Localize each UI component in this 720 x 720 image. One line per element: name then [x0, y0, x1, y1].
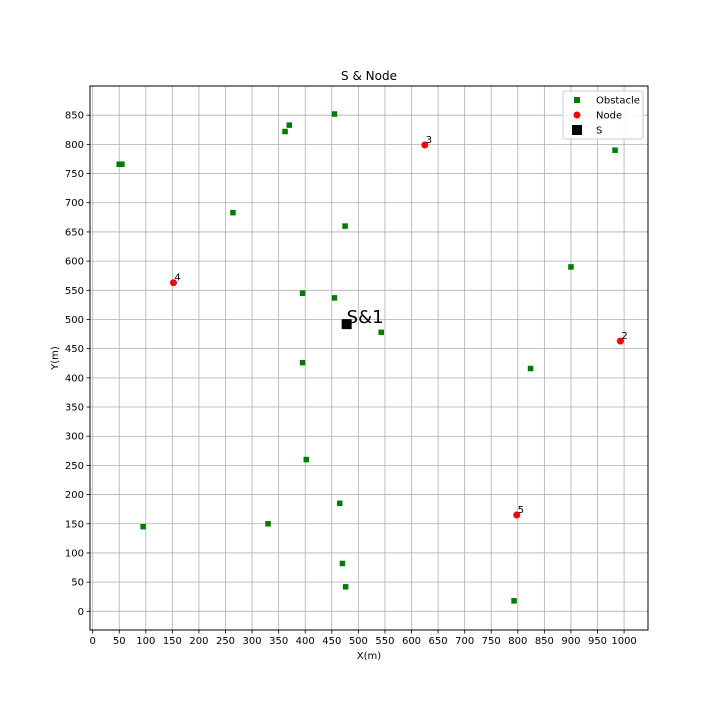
y-tick-label: 50 — [71, 578, 84, 589]
y-tick-label: 750 — [65, 169, 84, 180]
plot-frame — [89, 85, 649, 631]
grid — [90, 86, 648, 630]
node-point-label: 2 — [621, 331, 627, 342]
legend-box — [562, 90, 644, 140]
legend-marker — [573, 111, 581, 119]
obstacle-point — [331, 111, 338, 117]
data-points: 3 4 2 5 S&1 — [116, 111, 628, 604]
obstacle-point — [119, 161, 125, 167]
node-point — [169, 279, 177, 287]
y-tick-label: 600 — [65, 257, 84, 268]
x-tick-label: 800 — [508, 636, 527, 647]
legend-entry: Node — [596, 111, 622, 122]
y-tick-label: 550 — [65, 286, 84, 297]
node-point-label: 5 — [518, 505, 524, 516]
obstacle-point — [265, 521, 271, 527]
x-tick-label: 0 — [89, 636, 95, 647]
x-tick-label: 150 — [163, 636, 182, 647]
legend: Obstacle Node S — [562, 90, 644, 140]
obstacle-point — [511, 598, 517, 604]
node-point-label: 3 — [426, 135, 432, 146]
obstacle-point — [612, 147, 618, 153]
s-point-label: S&1 — [347, 307, 384, 328]
y-tick-label: 150 — [65, 519, 84, 530]
y-tick-label: 350 — [65, 403, 84, 414]
obstacle-point — [527, 365, 534, 372]
x-tick-label: 400 — [296, 636, 315, 647]
obstacle-point — [140, 523, 146, 530]
obstacle-point — [286, 122, 293, 128]
x-tick-label: 50 — [113, 636, 126, 647]
x-tick-label: 600 — [402, 636, 421, 647]
y-tick-label: 300 — [65, 432, 84, 443]
obstacle-point — [299, 290, 306, 296]
obstacle-point — [339, 560, 346, 567]
node-point-label: 4 — [174, 273, 180, 284]
node-point — [616, 337, 624, 345]
obstacle-point — [337, 500, 343, 507]
x-tick-label: 450 — [322, 636, 341, 647]
y-tick-label: 400 — [65, 373, 84, 384]
x-tick-label: 650 — [429, 636, 448, 647]
x-tick-label: 1000 — [611, 636, 636, 647]
s-point — [341, 319, 352, 330]
chart-title: S & Node — [341, 69, 397, 83]
y-tick-label: 700 — [65, 198, 84, 209]
legend-marker — [572, 125, 582, 135]
y-tick-label: 800 — [65, 140, 84, 151]
x-tick-label: 900 — [561, 636, 580, 647]
node-point — [421, 141, 429, 149]
obstacle-point — [568, 264, 574, 270]
x-tick-label: 300 — [243, 636, 262, 647]
obstacle-point — [282, 128, 288, 135]
y-tick-label: 0 — [78, 607, 84, 618]
obstacle-point — [342, 223, 348, 229]
y-tick-label: 450 — [65, 344, 84, 355]
x-tick-label: 100 — [136, 636, 155, 647]
x-tick-label: 500 — [349, 636, 368, 647]
y-axis-label: Y(m) — [50, 346, 61, 371]
x-tick-label: 700 — [455, 636, 474, 647]
legend-marker — [574, 97, 580, 103]
x-tick-label: 850 — [535, 636, 554, 647]
obstacle-point — [342, 584, 349, 590]
x-tick-label: 350 — [269, 636, 288, 647]
obstacle-point — [303, 456, 310, 463]
y-tick-label: 850 — [65, 111, 84, 122]
x-tick-label: 550 — [375, 636, 394, 647]
y-axis-ticks: 0 50 100 150 200 250 300 350 400 450 500 550 600 650 7… — [65, 111, 90, 618]
x-tick-label: 250 — [216, 636, 235, 647]
y-tick-label: 100 — [65, 548, 84, 559]
x-axis-ticks: 0 50 100 150 200 250 300 350 400 450 500 550 600 650 7… — [89, 630, 637, 647]
obstacle-point — [230, 209, 236, 216]
node-point — [513, 511, 521, 519]
obstacle-point — [378, 329, 384, 336]
x-tick-label: 200 — [189, 636, 208, 647]
obstacle-point — [299, 359, 306, 366]
y-tick-label: 650 — [65, 227, 84, 238]
y-tick-label: 500 — [65, 315, 84, 326]
legend-entry: S — [596, 126, 602, 137]
obstacle-point — [331, 295, 338, 301]
y-tick-label: 200 — [65, 490, 84, 501]
x-tick-label: 750 — [482, 636, 501, 647]
y-tick-label: 250 — [65, 461, 84, 472]
x-tick-label: 950 — [588, 636, 607, 647]
x-axis-label: X(m) — [357, 651, 381, 662]
legend-entry: Obstacle — [596, 96, 640, 107]
